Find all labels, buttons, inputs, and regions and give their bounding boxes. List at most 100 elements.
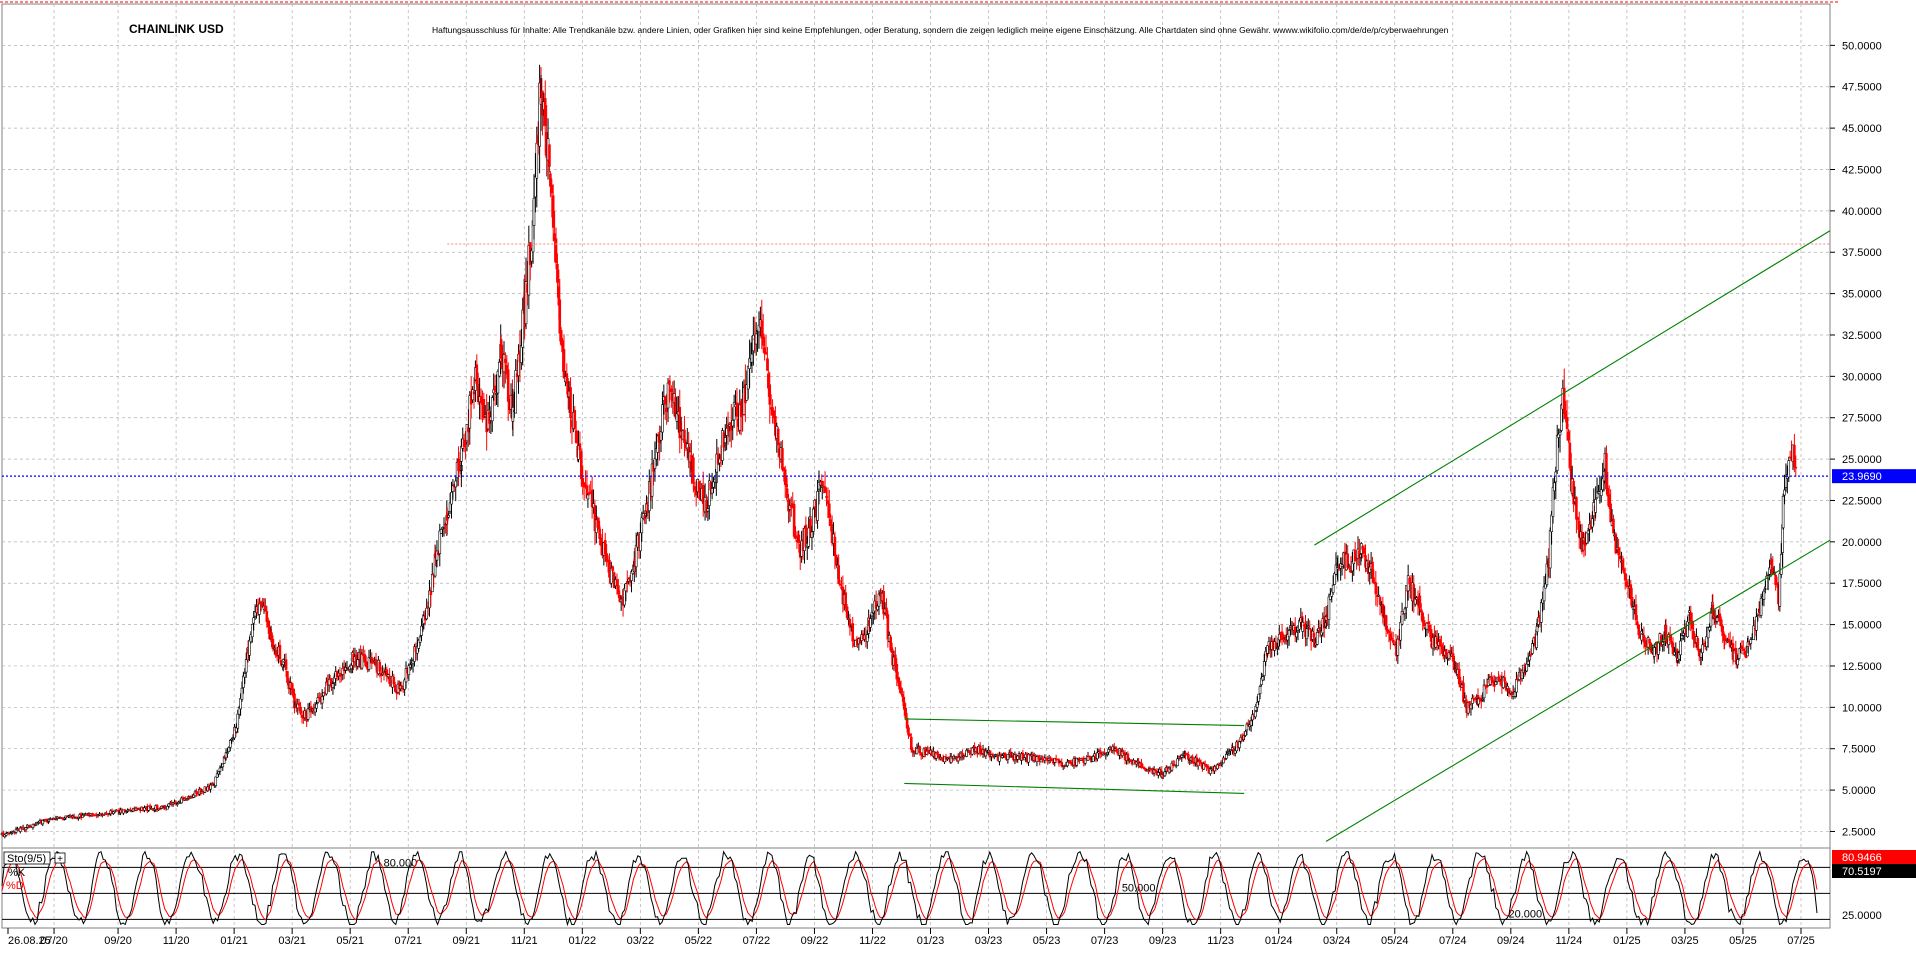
candle-body — [1313, 637, 1316, 648]
candle-body — [429, 589, 433, 596]
y-tick-label: 30.0000 — [1842, 371, 1882, 383]
candle-body — [1622, 568, 1626, 573]
candle-body — [1199, 761, 1203, 764]
candle-body — [1105, 752, 1109, 755]
candle-body — [270, 632, 273, 640]
candle-body — [248, 639, 251, 656]
candle-body — [1636, 621, 1639, 626]
candle-body — [514, 370, 518, 414]
candle-body — [1640, 630, 1643, 641]
trend-line-3 — [1314, 230, 1831, 546]
candle-body — [1021, 752, 1025, 761]
candle-body — [239, 698, 242, 710]
candle-body — [1752, 625, 1755, 640]
candle-body — [14, 828, 18, 833]
x-tick-label: 01/23 — [917, 935, 945, 947]
candle-body — [1575, 497, 1578, 520]
candle-body — [1422, 620, 1426, 627]
candle-body — [653, 458, 657, 469]
x-tick-label: 09/24 — [1497, 935, 1525, 947]
candle-body — [284, 659, 288, 670]
candle-body — [1531, 643, 1534, 654]
candle-body — [1503, 677, 1507, 682]
x-tick-label: 07/20 — [40, 935, 68, 947]
candle-body — [1399, 621, 1402, 641]
x-tick-label: 05/23 — [1033, 935, 1061, 947]
candle-body — [24, 827, 28, 831]
x-tick-label: 11/22 — [859, 935, 886, 947]
candle-body — [299, 706, 302, 714]
candle-body — [1244, 731, 1247, 736]
candle-body — [1134, 761, 1138, 765]
candle-body — [1565, 417, 1569, 429]
candle-body — [1688, 610, 1691, 613]
candle-body — [1657, 642, 1660, 655]
candle-body — [1756, 613, 1760, 616]
candle-body — [1016, 755, 1020, 760]
candle-body — [550, 184, 554, 194]
candle-body — [1223, 758, 1227, 761]
candle-body — [1045, 758, 1048, 760]
candle-body — [1706, 627, 1710, 639]
candle-body — [1614, 533, 1618, 554]
candle-body — [4, 833, 8, 836]
candle-body — [693, 486, 697, 491]
candle-body — [1315, 632, 1319, 645]
candle-body — [1737, 648, 1741, 659]
candle-body — [148, 805, 152, 809]
candle-body — [764, 352, 768, 355]
y-tick-label: 32.5000 — [1842, 330, 1882, 342]
trend-line-4 — [1325, 539, 1831, 842]
y-tick-label: 20.0000 — [1842, 537, 1882, 549]
candle-body — [217, 771, 220, 775]
candle-body — [266, 619, 270, 628]
candle-body — [1594, 499, 1597, 513]
stoch-d-badge — [1832, 864, 1916, 878]
candle-body — [1576, 516, 1580, 521]
candle-body — [1261, 676, 1265, 681]
stoch-level-label: 20.000 — [1509, 908, 1543, 920]
y-tick-label: 45.0000 — [1842, 123, 1882, 135]
candle-body — [901, 693, 904, 697]
candle-body — [1625, 581, 1628, 587]
candle-body — [1770, 560, 1773, 565]
candle-body — [962, 755, 966, 758]
candle-body — [1115, 748, 1118, 752]
y-tick-label: 50.0000 — [1842, 40, 1882, 52]
candle-body — [1623, 572, 1627, 581]
candle-body — [1403, 608, 1407, 615]
stoch-y-tick-label: 25.0000 — [1842, 910, 1882, 922]
candle-body — [1778, 573, 1782, 607]
candle-body — [556, 264, 559, 283]
trend-line-2 — [904, 782, 1245, 794]
candle-body — [665, 408, 668, 412]
candle-body — [1451, 653, 1455, 662]
stoch-legend-box — [3, 851, 51, 865]
candle-body — [907, 727, 910, 736]
x-tick-label: 07/25 — [1787, 935, 1815, 947]
candle-body — [1629, 584, 1633, 599]
y-axis: 50.0000 47.5000 45.0000 42.5000 40.0000 37.50… — [1830, 40, 1916, 922]
candle-body — [1482, 684, 1486, 699]
candle-body — [797, 534, 801, 543]
candle-body — [562, 349, 566, 379]
candle-body — [47, 819, 51, 822]
candle-body — [1440, 644, 1443, 647]
x-tick-label: 09/20 — [104, 935, 132, 947]
candle-body — [1353, 550, 1357, 562]
candle-body — [226, 752, 229, 754]
stoch-level-label: 50.000 — [1122, 882, 1156, 894]
candle-body — [1098, 750, 1102, 754]
candle-body — [1227, 751, 1231, 754]
stoch-d-line — [1, 857, 1818, 921]
x-tick-label: 26.08.25 — [8, 935, 51, 947]
candle-body — [1696, 638, 1700, 650]
candle-body — [1595, 491, 1599, 499]
candle-body — [496, 371, 500, 394]
candle-body — [1539, 602, 1543, 623]
candle-body — [936, 751, 939, 755]
chart-title: CHAINLINK USD — [129, 22, 224, 36]
x-tick-label: 01/25 — [1613, 935, 1641, 947]
